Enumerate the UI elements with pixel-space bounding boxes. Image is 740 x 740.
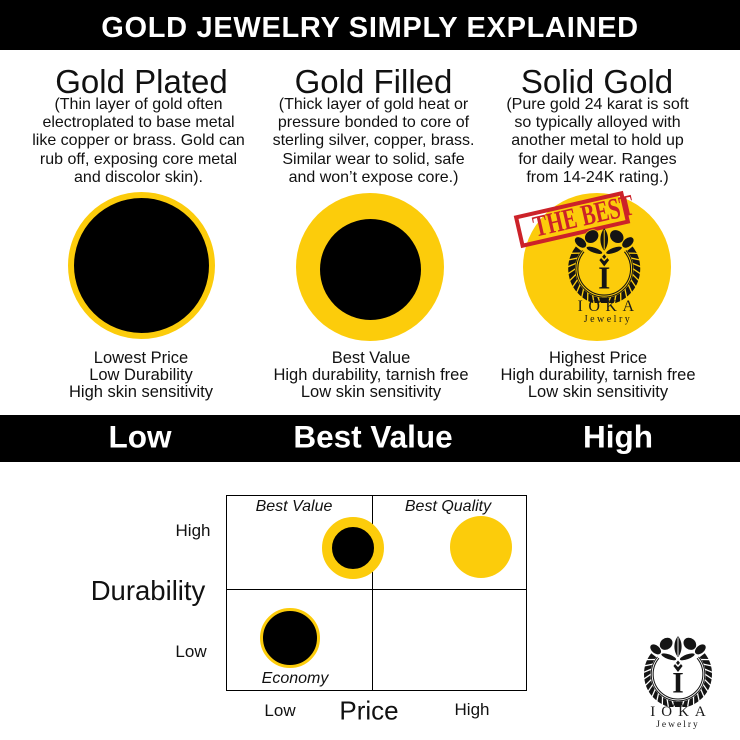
svg-text:I: I bbox=[672, 668, 684, 700]
svg-text:I: I bbox=[598, 260, 610, 295]
